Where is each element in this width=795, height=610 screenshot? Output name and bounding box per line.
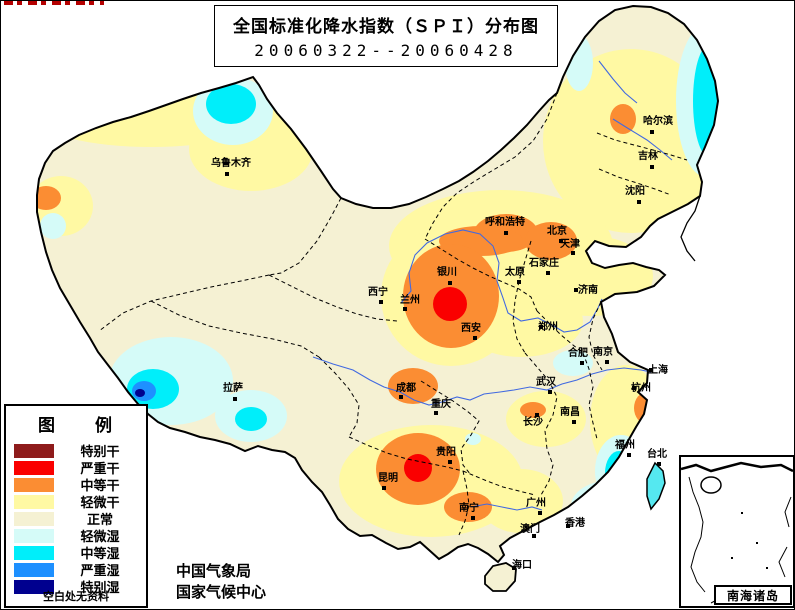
legend-note: 空白处无资料 <box>43 590 109 603</box>
legend-label: 严重干 <box>80 462 120 477</box>
hainan-island <box>484 562 517 592</box>
date-range: 20060322--20060428 <box>254 41 518 60</box>
legend-row: 中等湿 <box>14 544 146 562</box>
national-border <box>36 4 720 564</box>
inset-coastlines <box>681 461 793 604</box>
legend-row: 轻微湿 <box>14 527 146 545</box>
legend-label: 中等干 <box>80 479 120 494</box>
legend-title: 图 例 <box>38 416 114 436</box>
legend-swatch <box>14 460 54 475</box>
legend-swatch <box>14 562 54 577</box>
legend-row: 正常 <box>14 510 146 528</box>
org-line1: 中国气象局 <box>176 562 252 580</box>
legend-swatch <box>14 494 54 509</box>
legend-swatch <box>14 579 54 594</box>
province-borders <box>98 92 688 536</box>
south-china-sea-inset: 南海诸岛 <box>679 455 794 608</box>
legend-label: 严重湿 <box>80 564 120 579</box>
legend-swatch <box>14 443 54 458</box>
legend-label: 轻微干 <box>80 496 120 511</box>
legend-swatch <box>14 511 54 526</box>
footer-org: 中国气象局 国家气候中心 <box>176 561 266 603</box>
legend-swatch <box>14 477 54 492</box>
legend-label: 特别湿 <box>80 581 120 596</box>
legend-row: 严重湿 <box>14 561 146 579</box>
clipped-red-annotation <box>4 1 104 5</box>
taiwan-island <box>646 461 666 511</box>
legend-row: 轻微干 <box>14 493 146 511</box>
legend-rows: 特别干严重干中等干轻微干正常轻微湿中等湿严重湿特别湿 <box>6 442 146 596</box>
legend-label: 中等湿 <box>80 547 120 562</box>
legend-label: 轻微湿 <box>80 530 120 545</box>
legend-row: 中等干 <box>14 476 146 494</box>
org-line2: 国家气候中心 <box>176 583 267 601</box>
legend-box: 图 例 特别干严重干中等干轻微干正常轻微湿中等湿严重湿特别湿 空白处无资料 <box>4 404 148 608</box>
legend-label: 正常 <box>86 513 113 528</box>
korea-coast <box>680 195 701 262</box>
legend-row: 严重干 <box>14 459 146 477</box>
title-box: 全国标准化降水指数（ＳＰＩ）分布图 20060322--20060428 <box>214 5 558 67</box>
map-title: 全国标准化降水指数（ＳＰＩ）分布图 <box>233 17 539 37</box>
legend-row: 特别干 <box>14 442 146 460</box>
legend-swatch <box>14 545 54 560</box>
legend-swatch <box>14 528 54 543</box>
legend-label: 特别干 <box>80 445 120 460</box>
inset-label-box: 南海诸岛 <box>714 585 792 605</box>
inset-label: 南海诸岛 <box>726 588 779 603</box>
legend-row: 特别湿 <box>14 578 146 596</box>
